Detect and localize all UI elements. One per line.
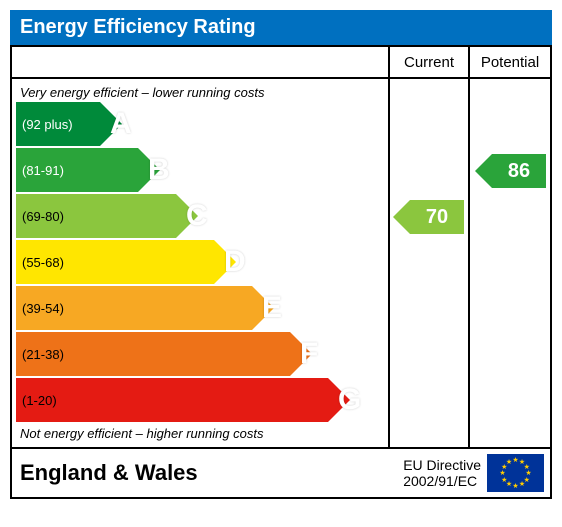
band-f: (21-38) F [16, 332, 388, 376]
band-e-range: (39-54) [16, 301, 64, 316]
band-c: (69-80) C [16, 194, 388, 238]
body-row: Very energy efficient – lower running co… [12, 79, 550, 447]
band-g: (1-20) G [16, 378, 388, 422]
band-g-range: (1-20) [16, 393, 57, 408]
header-spacer [12, 47, 390, 79]
band-a-letter: A [110, 107, 132, 141]
column-potential: 86 [470, 79, 550, 447]
main-frame: Current Potential Very energy efficient … [10, 45, 552, 499]
band-e-letter: E [262, 291, 282, 325]
band-c-range: (69-80) [16, 209, 64, 224]
header-potential: Potential [470, 47, 550, 79]
current-pointer: 70 [410, 200, 464, 234]
epc-chart: Energy Efficiency Rating Current Potenti… [10, 10, 552, 499]
eu-star-icon: ★ [519, 480, 525, 488]
band-b-letter: B [148, 153, 170, 187]
potential-pointer: 86 [492, 154, 546, 188]
eu-star-icon: ★ [512, 482, 518, 490]
chart-area: Very energy efficient – lower running co… [12, 79, 390, 447]
directive-line2: 2002/91/EC [403, 473, 481, 489]
band-d-range: (55-68) [16, 255, 64, 270]
directive-line1: EU Directive [403, 457, 481, 473]
note-top: Very energy efficient – lower running co… [16, 83, 388, 102]
header-current: Current [390, 47, 470, 79]
band-a: (92 plus) A [16, 102, 388, 146]
band-d-letter: D [224, 245, 246, 279]
band-d: (55-68) D [16, 240, 388, 284]
band-b: (81-91) B [16, 148, 388, 192]
band-g-letter: G [338, 383, 361, 417]
band-g-shape [16, 378, 328, 422]
footer-row: England & Wales EU Directive 2002/91/EC … [12, 447, 550, 497]
footer-region: England & Wales [12, 460, 403, 486]
eu-star-icon: ★ [506, 458, 512, 466]
eu-star-icon: ★ [512, 456, 518, 464]
band-b-range: (81-91) [16, 163, 64, 178]
band-f-letter: F [300, 337, 318, 371]
eu-flag-icon: ★★★★★★★★★★★★ [487, 454, 544, 492]
band-a-range: (92 plus) [16, 117, 73, 132]
note-bottom: Not energy efficient – higher running co… [16, 424, 388, 443]
title-bar: Energy Efficiency Rating [10, 10, 552, 45]
band-f-range: (21-38) [16, 347, 64, 362]
band-c-letter: C [186, 199, 208, 233]
band-e: (39-54) E [16, 286, 388, 330]
column-current: 70 [390, 79, 470, 447]
header-row: Current Potential [12, 47, 550, 79]
footer-directive: EU Directive 2002/91/EC [403, 457, 487, 489]
